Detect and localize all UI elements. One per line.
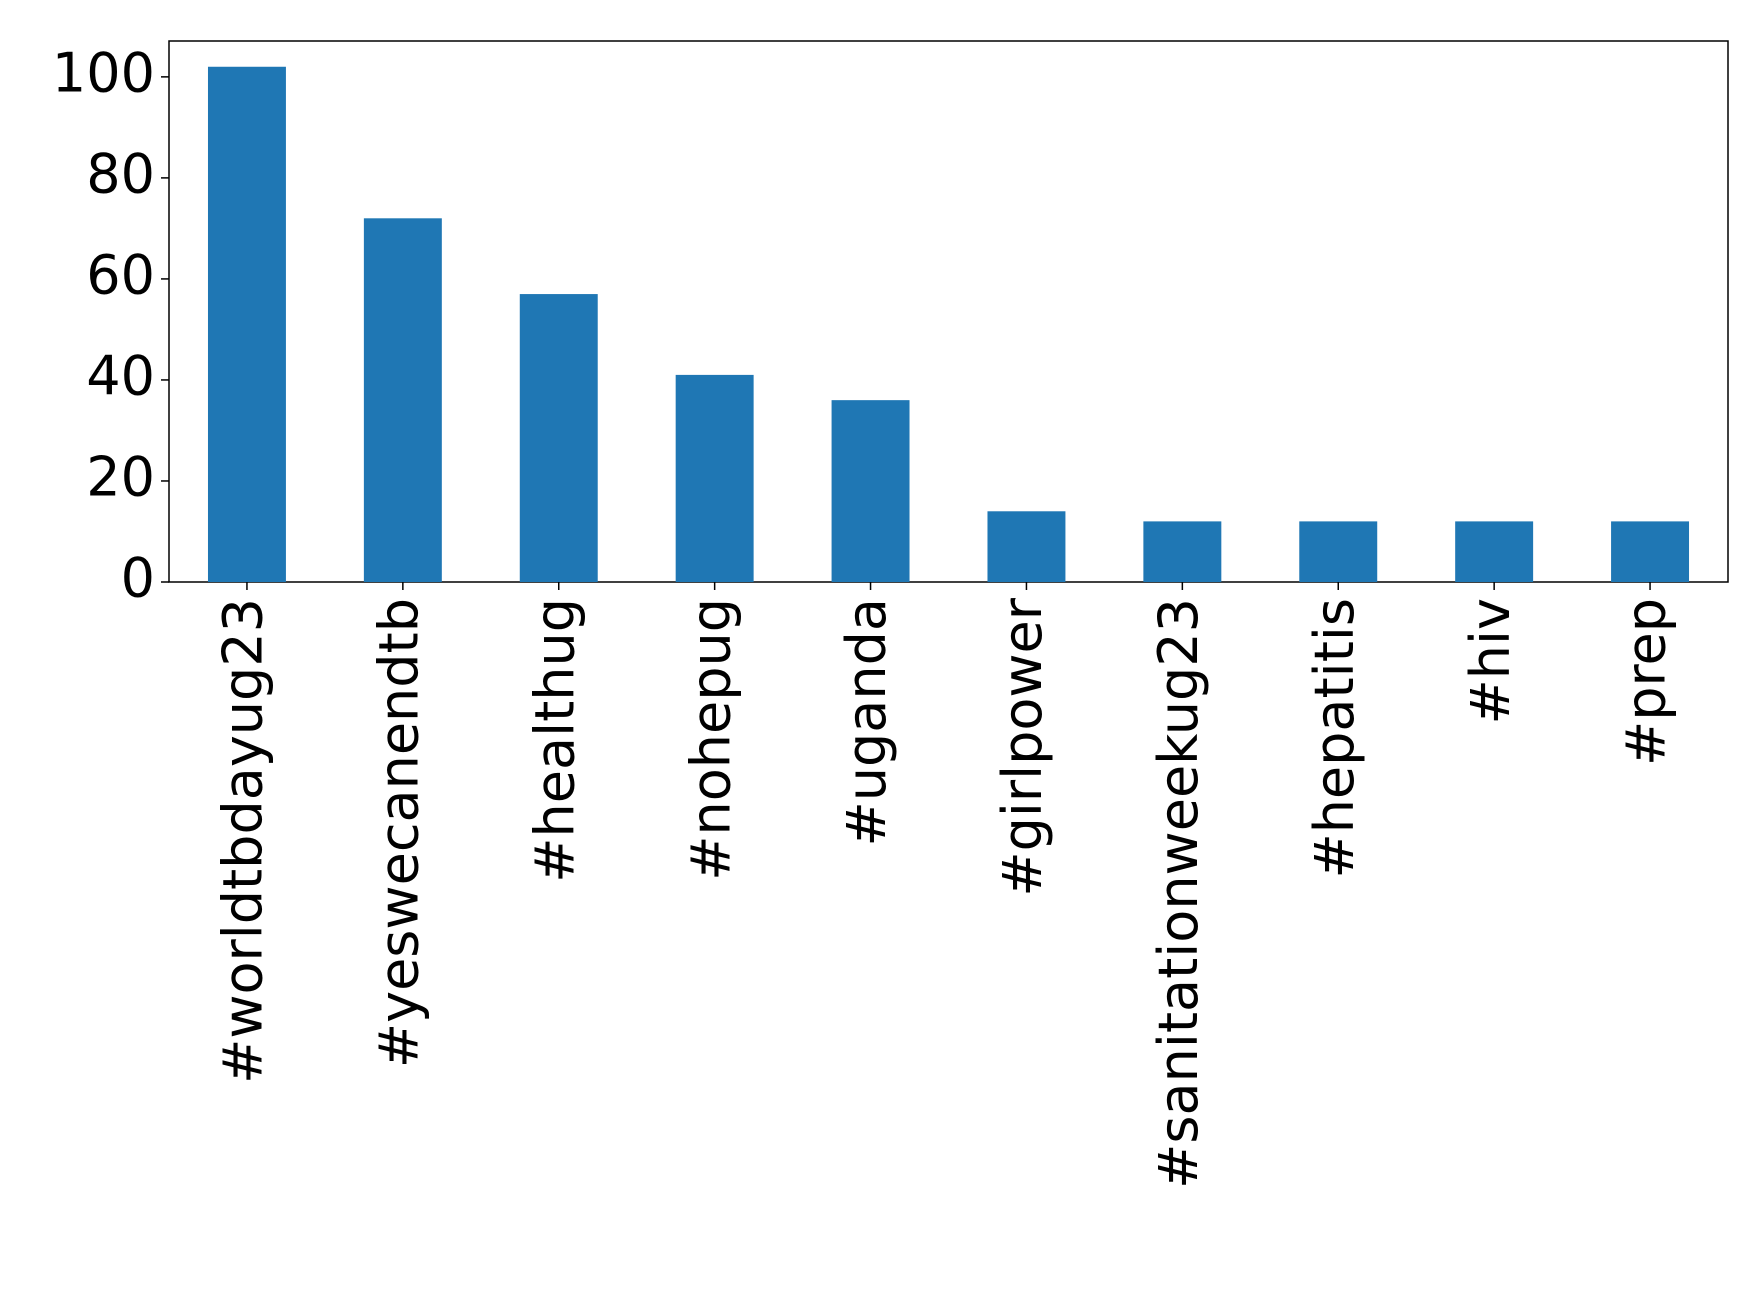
x-tick-label: #hiv: [1459, 598, 1522, 724]
x-tick-label: #healthug: [523, 598, 586, 883]
x-tick-label: #prep: [1615, 598, 1678, 766]
x-tick-label: #girlpower: [991, 597, 1054, 896]
bar: [831, 400, 910, 582]
y-tick-label: 20: [86, 446, 155, 509]
x-tick-label: #uganda: [835, 598, 898, 846]
bar: [1299, 521, 1378, 582]
y-tick-label: 60: [86, 244, 155, 307]
x-tick-label: #nohepug: [679, 598, 742, 881]
bar: [1143, 521, 1222, 582]
y-tick-label: 40: [86, 345, 155, 408]
x-tick-label: #sanitationweekug23: [1147, 598, 1210, 1189]
bar: [207, 66, 286, 582]
bar: [519, 294, 598, 582]
bar: [1611, 521, 1690, 582]
bar: [987, 511, 1066, 582]
x-tick-label: #worldtbdayug23: [212, 598, 275, 1084]
bar: [1455, 521, 1534, 582]
x-tick-label: #hepatitis: [1303, 598, 1366, 879]
plot-frame: [168, 40, 1729, 583]
y-tick-label: 80: [86, 143, 155, 206]
y-tick-label: 100: [52, 42, 155, 105]
bar: [363, 218, 442, 582]
y-tick-label: 0: [121, 547, 155, 610]
x-tick-label: #yeswecanendtb: [367, 598, 430, 1068]
bar: [675, 374, 754, 582]
